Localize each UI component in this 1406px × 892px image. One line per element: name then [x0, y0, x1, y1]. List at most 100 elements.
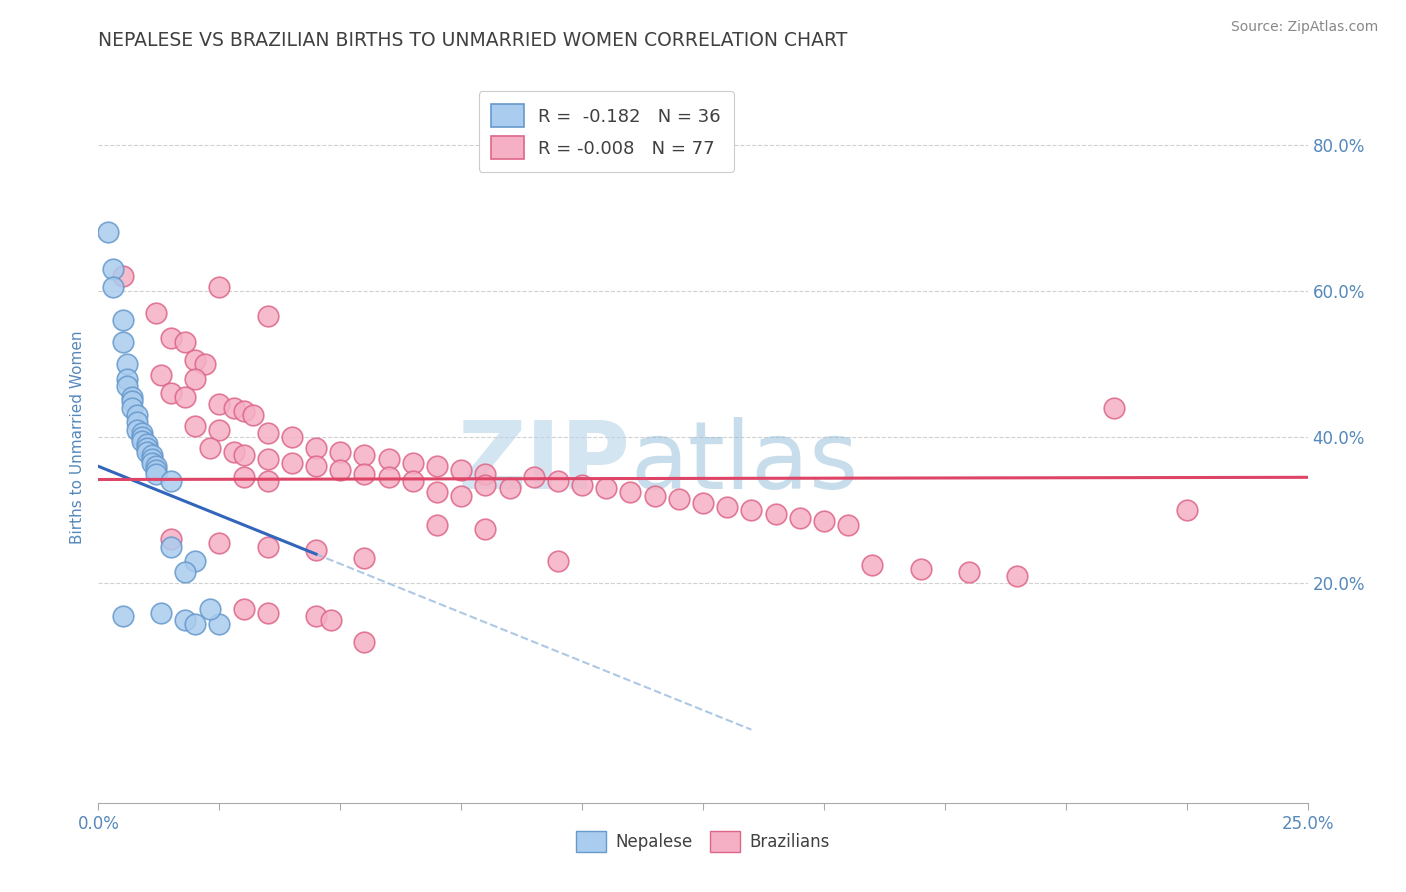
Point — [117, 379, 139, 393]
Point — [860, 558, 883, 573]
Point — [281, 456, 304, 470]
Point — [111, 313, 134, 327]
Point — [305, 459, 328, 474]
Point — [121, 393, 143, 408]
Point — [450, 463, 472, 477]
Point — [145, 463, 167, 477]
Point — [498, 481, 520, 495]
Point — [145, 306, 167, 320]
Point — [208, 536, 231, 550]
Point — [160, 540, 183, 554]
Point — [131, 426, 153, 441]
Point — [160, 331, 183, 345]
Point — [595, 481, 617, 495]
Point — [789, 510, 811, 524]
Point — [194, 357, 217, 371]
Point — [127, 416, 149, 430]
Point — [644, 489, 666, 503]
Text: NEPALESE VS BRAZILIAN BIRTHS TO UNMARRIED WOMEN CORRELATION CHART: NEPALESE VS BRAZILIAN BIRTHS TO UNMARRIE… — [98, 31, 848, 50]
Point — [377, 452, 399, 467]
Point — [281, 430, 304, 444]
Point — [174, 613, 197, 627]
Point — [319, 613, 342, 627]
Point — [208, 616, 231, 631]
Point — [813, 514, 835, 528]
Point — [474, 521, 496, 535]
Text: Source: ZipAtlas.com: Source: ZipAtlas.com — [1230, 20, 1378, 34]
Point — [692, 496, 714, 510]
Point — [232, 602, 254, 616]
Point — [426, 517, 449, 532]
Point — [474, 467, 496, 481]
Point — [184, 419, 207, 434]
Point — [117, 371, 139, 385]
Point — [208, 397, 231, 411]
Point — [426, 459, 449, 474]
Point — [117, 357, 139, 371]
Point — [232, 470, 254, 484]
Point — [150, 368, 173, 382]
Point — [150, 606, 173, 620]
Point — [426, 485, 449, 500]
Point — [256, 474, 278, 488]
Point — [198, 602, 221, 616]
Point — [111, 334, 134, 349]
Text: ZIP: ZIP — [457, 417, 630, 508]
Point — [571, 477, 593, 491]
Point — [619, 485, 641, 500]
Point — [305, 609, 328, 624]
Point — [740, 503, 762, 517]
Point — [208, 423, 231, 437]
Point — [402, 456, 425, 470]
Point — [208, 280, 231, 294]
Point — [353, 448, 375, 462]
Point — [837, 517, 859, 532]
Point — [957, 566, 980, 580]
Point — [256, 540, 278, 554]
Point — [174, 390, 197, 404]
Point — [174, 334, 197, 349]
Point — [121, 390, 143, 404]
Point — [256, 452, 278, 467]
Point — [256, 310, 278, 324]
Point — [910, 562, 932, 576]
Point — [111, 269, 134, 284]
Point — [145, 459, 167, 474]
Point — [256, 606, 278, 620]
Point — [716, 500, 738, 514]
Point — [101, 261, 124, 276]
Point — [222, 444, 245, 458]
Point — [765, 507, 787, 521]
Point — [135, 444, 157, 458]
Legend: Nepalese, Brazilians: Nepalese, Brazilians — [568, 822, 838, 860]
Point — [1007, 569, 1029, 583]
Point — [160, 474, 183, 488]
Point — [523, 470, 546, 484]
Point — [101, 280, 124, 294]
Point — [131, 434, 153, 448]
Point — [111, 609, 134, 624]
Point — [329, 463, 352, 477]
Point — [329, 444, 352, 458]
Point — [121, 401, 143, 415]
Point — [184, 353, 207, 368]
Point — [141, 448, 163, 462]
Point — [174, 566, 197, 580]
Point — [184, 371, 207, 385]
Point — [97, 225, 120, 239]
Point — [402, 474, 425, 488]
Point — [353, 467, 375, 481]
Point — [222, 401, 245, 415]
Point — [1175, 503, 1198, 517]
Point — [547, 474, 569, 488]
Point — [232, 448, 254, 462]
Point — [668, 492, 690, 507]
Point — [305, 441, 328, 455]
Point — [145, 467, 167, 481]
Point — [135, 441, 157, 455]
Point — [232, 404, 254, 418]
Point — [141, 456, 163, 470]
Point — [131, 430, 153, 444]
Point — [450, 489, 472, 503]
Point — [198, 441, 221, 455]
